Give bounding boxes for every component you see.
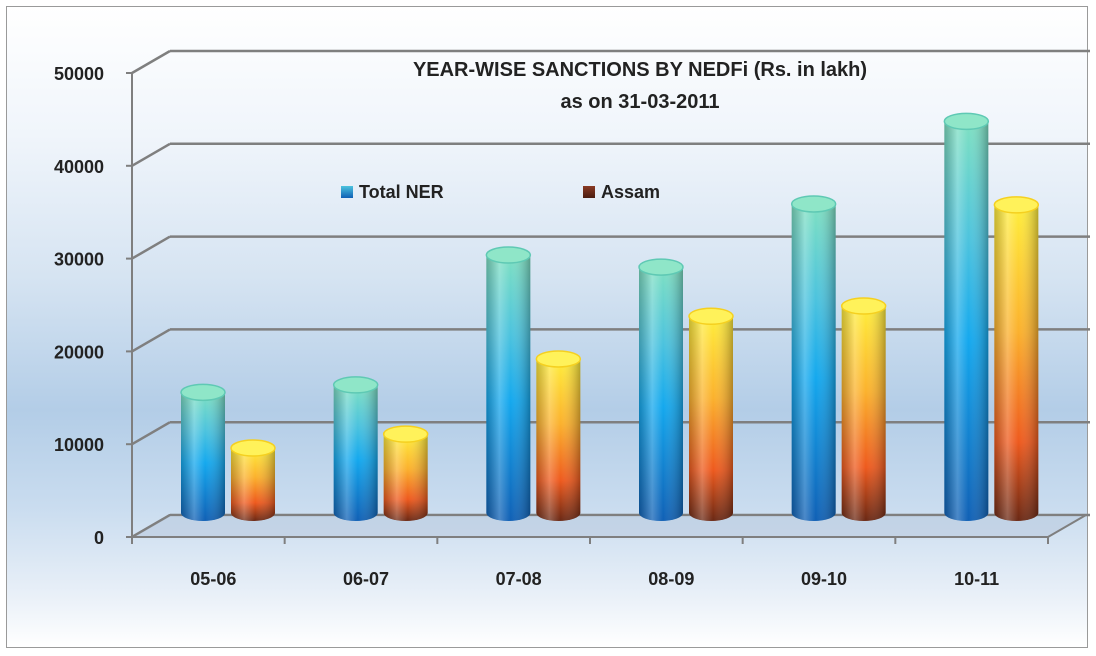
chart-subtitle: as on 31-03-2011 <box>561 91 720 113</box>
bar-top <box>638 258 684 276</box>
bar-assam <box>993 196 1040 522</box>
gridline-slant <box>131 235 171 260</box>
gridline-slant <box>131 49 171 75</box>
bar-top <box>840 297 887 315</box>
gridline-slant <box>131 328 171 353</box>
legend-swatch-total-ner <box>341 186 353 198</box>
bar-top <box>790 195 837 213</box>
y-tick-label: 0 <box>94 528 104 548</box>
x-tick-label: 06-07 <box>343 569 389 589</box>
legend-label-total-ner: Total NER <box>359 182 444 202</box>
bar-top <box>485 246 532 264</box>
bar-top <box>332 376 379 394</box>
y-axis: 0 10000 20000 30000 40000 50000 <box>54 64 133 548</box>
bar-top <box>382 425 429 443</box>
bar-top <box>943 112 990 131</box>
bar-total-ner <box>180 383 226 521</box>
bar-shading <box>231 448 275 521</box>
gridline-slant <box>131 142 171 167</box>
chart-title: YEAR-WISE SANCTIONS BY NEDFi (Rs. in lak… <box>413 59 867 81</box>
x-tick-label: 05-06 <box>190 569 236 589</box>
bar-shading <box>639 267 683 521</box>
bar-total-ner <box>943 112 990 521</box>
bar-shading <box>689 316 733 521</box>
x-tick-label: 09-10 <box>801 569 847 589</box>
bar-top <box>993 196 1040 214</box>
y-tick-label: 40000 <box>54 157 104 177</box>
bar-shading <box>944 121 989 521</box>
bar-assam <box>688 307 734 521</box>
bar-total-ner <box>332 376 379 521</box>
x-tick-label: 07-08 <box>496 569 542 589</box>
bar-shading <box>841 306 886 521</box>
floor-plane <box>128 514 1090 538</box>
bar-assam <box>230 439 276 521</box>
x-axis: 05-06 06-07 07-08 08-09 09-10 10-11 <box>131 536 1049 589</box>
bar-total-ner <box>638 258 684 521</box>
bar-shading <box>994 204 1039 522</box>
bar-assam <box>840 297 887 521</box>
bar-total-ner <box>485 246 532 521</box>
chart-floor <box>128 514 1090 538</box>
x-tick-label: 08-09 <box>648 569 694 589</box>
y-tick-label: 30000 <box>54 250 104 270</box>
bar-assam <box>382 425 429 521</box>
chart-frame <box>6 6 1088 648</box>
gridline-slant <box>131 421 171 446</box>
bar-shading <box>536 358 581 521</box>
bar-shading <box>383 434 428 521</box>
bar-top <box>688 307 734 326</box>
legend-swatch-assam <box>583 186 595 198</box>
bar-shading <box>486 255 531 521</box>
bar-top <box>230 439 276 457</box>
y-tick-label: 10000 <box>54 435 104 455</box>
bar-assam <box>535 350 582 521</box>
x-tick-label: 10-11 <box>954 569 999 589</box>
bar-top <box>535 350 582 368</box>
bar-total-ner <box>790 195 837 521</box>
bars <box>180 112 1040 522</box>
bar-shading <box>181 392 225 521</box>
bar-shading <box>791 203 836 521</box>
y-tick-label: 50000 <box>54 64 104 84</box>
bar-top <box>180 383 226 402</box>
legend: Total NER Assam <box>341 182 660 202</box>
y-tick-label: 20000 <box>54 342 104 362</box>
bar-shading <box>333 384 378 521</box>
legend-label-assam: Assam <box>601 182 660 202</box>
